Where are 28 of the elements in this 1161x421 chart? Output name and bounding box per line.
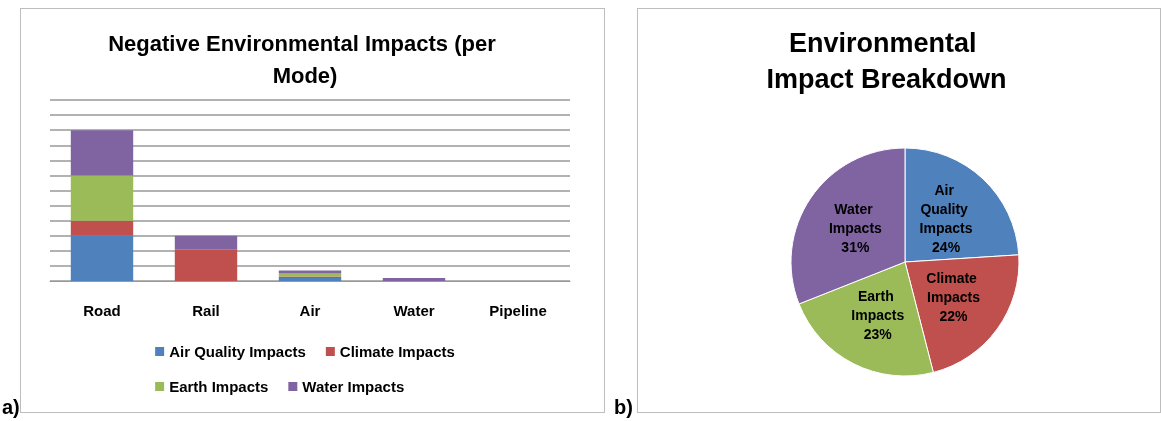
bar xyxy=(174,249,238,281)
data-label: 24% xyxy=(932,238,961,255)
legend-label: Climate Impacts xyxy=(339,343,455,360)
bar xyxy=(70,235,134,281)
x-tick-label: Rail xyxy=(192,302,220,319)
legend-label: Water Impacts xyxy=(302,378,405,395)
legend-label: Air Quality Impacts xyxy=(169,343,306,360)
chart-title: Negative Environmental Impacts (per Mode) xyxy=(108,30,502,88)
legend-label: Earth Impacts xyxy=(169,378,269,395)
x-tick-label: Pipeline xyxy=(489,302,547,319)
bar xyxy=(70,220,134,236)
x-tick-label: Air xyxy=(299,302,321,319)
slice-label: Climate Impacts xyxy=(926,270,981,306)
bar xyxy=(70,130,134,176)
bar xyxy=(382,277,446,281)
data-label: 31% xyxy=(841,239,870,256)
x-tick-label: Road xyxy=(83,302,121,319)
x-tick-label: Water xyxy=(393,302,435,319)
slice-label: Water Impacts xyxy=(828,201,883,237)
text: a) xyxy=(2,396,20,418)
data-label: 22% xyxy=(939,308,969,325)
slice-label: Earth Impacts xyxy=(851,288,905,324)
slice-label: Air Quality Impacts xyxy=(919,181,973,236)
text: b) xyxy=(614,396,633,418)
bar xyxy=(174,235,238,250)
bar xyxy=(70,175,134,221)
data-label: 23% xyxy=(863,326,893,343)
chart-title: Environmental Impact Breakdown xyxy=(766,28,1007,94)
